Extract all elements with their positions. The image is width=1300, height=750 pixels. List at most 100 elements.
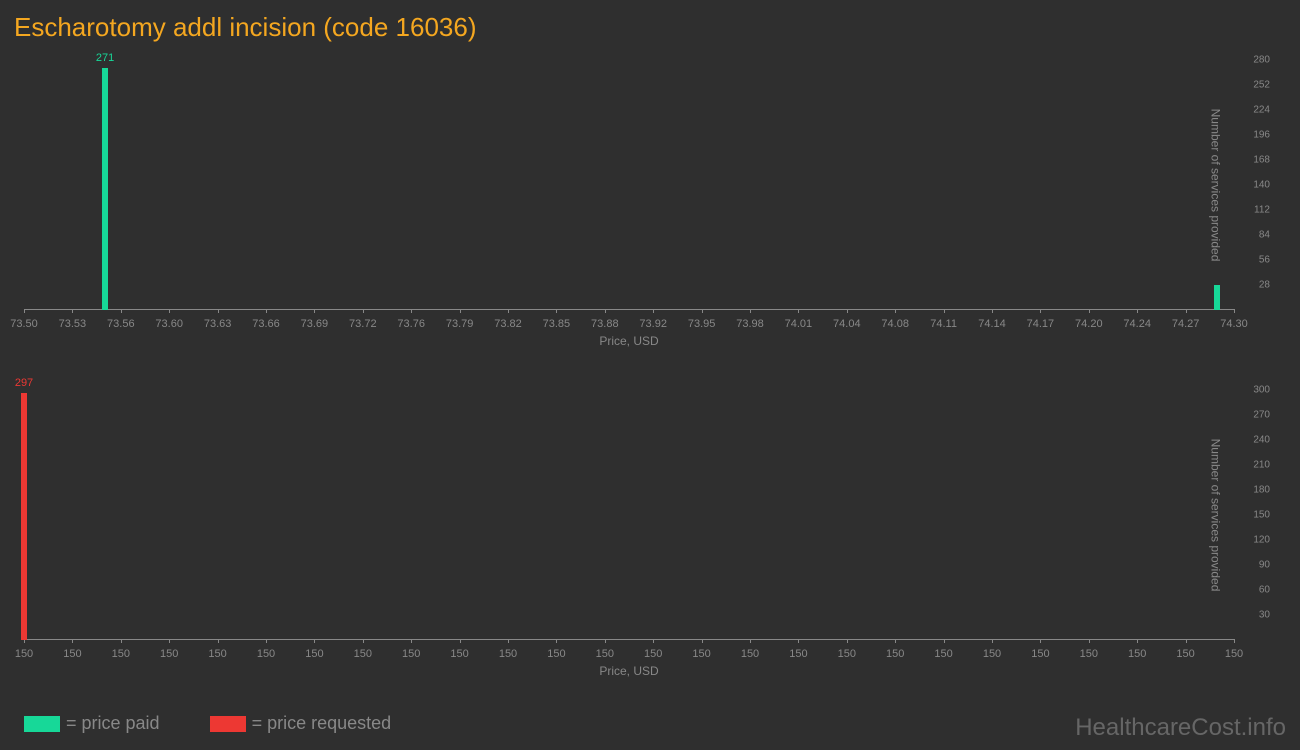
x-tick xyxy=(1089,639,1090,643)
x-tick-label: 150 xyxy=(402,648,420,660)
x-tick-label: 150 xyxy=(499,648,517,660)
x-tick xyxy=(1186,309,1187,313)
x-tick-label: 150 xyxy=(838,648,856,660)
x-tick xyxy=(653,309,654,313)
bar: 271 xyxy=(102,68,108,310)
x-tick-label: 74.17 xyxy=(1027,318,1055,330)
y-axis-title: Number of services provided xyxy=(1209,439,1223,592)
x-tick-label: 150 xyxy=(257,648,275,660)
x-tick-label: 74.11 xyxy=(930,318,957,330)
x-tick-label: 73.63 xyxy=(204,318,232,330)
x-tick-label: 74.27 xyxy=(1172,318,1200,330)
bar: 297 xyxy=(21,393,27,641)
x-tick xyxy=(169,639,170,643)
x-tick-label: 73.66 xyxy=(252,318,280,330)
x-tick xyxy=(1040,309,1041,313)
y-tick-label: 150 xyxy=(1253,510,1270,521)
x-tick-label: 74.20 xyxy=(1075,318,1103,330)
y-tick-label: 56 xyxy=(1259,255,1270,266)
x-tick-label: 150 xyxy=(450,648,468,660)
x-tick xyxy=(363,309,364,313)
x-tick xyxy=(460,639,461,643)
x-tick xyxy=(1137,639,1138,643)
legend: = price paid = price requested xyxy=(24,713,391,734)
x-tick xyxy=(798,309,799,313)
legend-swatch xyxy=(24,716,60,732)
legend-item: = price paid xyxy=(24,713,160,734)
chart-price-requested: 1501501501501501501501501501501501501501… xyxy=(24,390,1234,640)
x-tick-label: 73.50 xyxy=(10,318,38,330)
chart-price-paid: 73.5073.5373.5673.6073.6373.6673.6973.72… xyxy=(24,60,1234,310)
y-tick-label: 196 xyxy=(1253,130,1270,141)
x-tick xyxy=(847,639,848,643)
x-tick-label: 150 xyxy=(596,648,614,660)
x-tick-label: 150 xyxy=(789,648,807,660)
x-tick xyxy=(460,309,461,313)
chart1-plot: 73.5073.5373.5673.6073.6373.6673.6973.72… xyxy=(24,60,1234,310)
x-tick xyxy=(24,309,25,313)
x-tick xyxy=(218,639,219,643)
y-tick-label: 300 xyxy=(1253,385,1270,396)
x-tick xyxy=(508,309,509,313)
x-tick-label: 150 xyxy=(1225,648,1243,660)
x-axis-title: Price, USD xyxy=(599,334,658,348)
x-tick xyxy=(1089,309,1090,313)
x-tick-label: 73.79 xyxy=(446,318,474,330)
x-tick xyxy=(605,639,606,643)
x-tick-label: 74.08 xyxy=(881,318,909,330)
x-tick-label: 150 xyxy=(886,648,904,660)
y-tick-label: 270 xyxy=(1253,410,1270,421)
x-tick xyxy=(411,639,412,643)
x-tick xyxy=(944,309,945,313)
x-tick xyxy=(72,309,73,313)
x-tick-label: 74.14 xyxy=(978,318,1006,330)
x-tick xyxy=(556,639,557,643)
y-tick-label: 140 xyxy=(1253,180,1270,191)
x-tick xyxy=(992,309,993,313)
x-tick xyxy=(508,639,509,643)
y-tick-label: 240 xyxy=(1253,435,1270,446)
x-tick-label: 150 xyxy=(547,648,565,660)
x-tick-label: 73.60 xyxy=(155,318,183,330)
x-tick xyxy=(121,639,122,643)
x-tick-label: 73.82 xyxy=(494,318,522,330)
x-tick-label: 150 xyxy=(160,648,178,660)
x-tick-label: 150 xyxy=(934,648,952,660)
x-tick-label: 150 xyxy=(112,648,130,660)
x-tick xyxy=(556,309,557,313)
x-tick xyxy=(992,639,993,643)
x-tick-label: 150 xyxy=(15,648,33,660)
x-tick-label: 150 xyxy=(1128,648,1146,660)
x-tick xyxy=(653,639,654,643)
x-tick xyxy=(1040,639,1041,643)
y-tick-label: 28 xyxy=(1259,280,1270,291)
x-tick-label: 150 xyxy=(741,648,759,660)
x-tick xyxy=(847,309,848,313)
x-tick-label: 73.53 xyxy=(59,318,87,330)
x-axis-title: Price, USD xyxy=(599,664,658,678)
x-tick-label: 150 xyxy=(692,648,710,660)
page-title: Escharotomy addl incision (code 16036) xyxy=(0,0,1300,43)
x-tick xyxy=(218,309,219,313)
x-tick xyxy=(605,309,606,313)
x-tick xyxy=(169,309,170,313)
y-tick-label: 30 xyxy=(1259,610,1270,621)
x-tick xyxy=(314,309,315,313)
y-tick-label: 84 xyxy=(1259,230,1270,241)
x-tick xyxy=(1234,309,1235,313)
y-tick-label: 60 xyxy=(1259,585,1270,596)
x-tick xyxy=(266,639,267,643)
x-tick-label: 74.24 xyxy=(1123,318,1151,330)
x-tick xyxy=(702,639,703,643)
x-tick xyxy=(72,639,73,643)
legend-label: = price paid xyxy=(66,713,160,734)
x-tick-label: 150 xyxy=(208,648,226,660)
x-tick-label: 150 xyxy=(1080,648,1098,660)
x-tick-label: 150 xyxy=(305,648,323,660)
y-tick-label: 90 xyxy=(1259,560,1270,571)
x-tick-label: 73.92 xyxy=(639,318,667,330)
x-tick-label: 150 xyxy=(1031,648,1049,660)
y-tick-label: 252 xyxy=(1253,80,1270,91)
x-tick xyxy=(1186,639,1187,643)
legend-label: = price requested xyxy=(252,713,392,734)
